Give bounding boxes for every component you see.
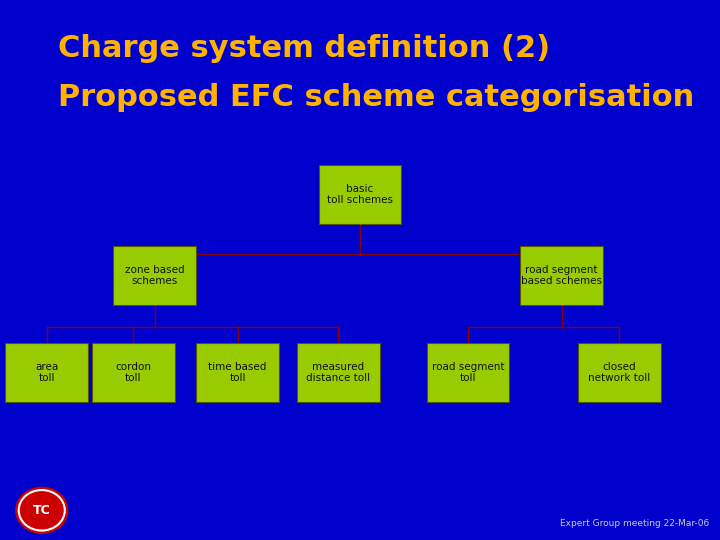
Text: Expert Group meeting 22-Mar-06: Expert Group meeting 22-Mar-06 xyxy=(560,519,709,528)
Text: road segment
based schemes: road segment based schemes xyxy=(521,265,602,286)
Text: road segment
toll: road segment toll xyxy=(432,362,504,383)
FancyBboxPatch shape xyxy=(196,343,279,402)
Text: measured
distance toll: measured distance toll xyxy=(306,362,371,383)
Ellipse shape xyxy=(16,487,68,534)
FancyBboxPatch shape xyxy=(426,343,510,402)
Text: Charge system definition (2): Charge system definition (2) xyxy=(58,34,550,63)
FancyBboxPatch shape xyxy=(92,343,174,402)
Text: basic
toll schemes: basic toll schemes xyxy=(327,184,393,205)
FancyBboxPatch shape xyxy=(297,343,380,402)
Text: zone based
schemes: zone based schemes xyxy=(125,265,184,286)
FancyBboxPatch shape xyxy=(521,246,603,305)
Text: Proposed EFC scheme categorisation: Proposed EFC scheme categorisation xyxy=(58,83,694,112)
Text: time based
toll: time based toll xyxy=(208,362,267,383)
Text: cordon
toll: cordon toll xyxy=(115,362,151,383)
FancyBboxPatch shape xyxy=(577,343,661,402)
FancyBboxPatch shape xyxy=(6,343,89,402)
Text: area
toll: area toll xyxy=(35,362,58,383)
Text: TC: TC xyxy=(33,504,50,517)
FancyBboxPatch shape xyxy=(319,165,402,224)
FancyBboxPatch shape xyxy=(114,246,196,305)
Text: closed
network toll: closed network toll xyxy=(588,362,650,383)
